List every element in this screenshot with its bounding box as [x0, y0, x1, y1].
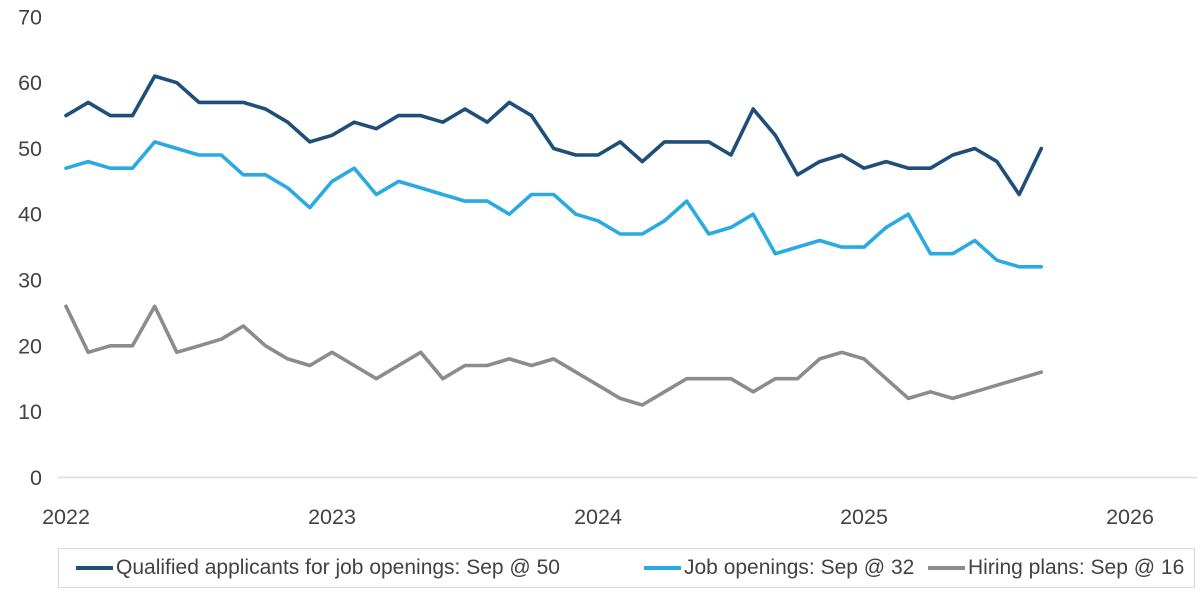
legend-label: Qualified applicants for job openings: S… [116, 556, 560, 579]
legend-label: Job openings: Sep @ 32 [684, 556, 915, 579]
legend-item-qualified-applicants-for-job-openings: Qualified applicants for job openings: S… [76, 549, 560, 587]
y-tick-label: 50 [18, 137, 42, 161]
x-tick-label: 2026 [1106, 505, 1154, 529]
y-tick-label: 70 [18, 5, 42, 29]
x-tick-label: 2022 [42, 505, 90, 529]
legend-line-swatch [928, 566, 965, 570]
x-axis-tick-labels: 2022 2023 2024 2025 2026 [42, 505, 1154, 529]
y-tick-label: 10 [18, 400, 42, 424]
y-tick-label: 20 [18, 334, 42, 358]
series-line-qualified-applicants-for-job-openings [64, 74, 1044, 197]
x-tick-label: 2024 [574, 505, 622, 529]
series-line-hiring-plans [64, 304, 1044, 407]
legend-line-swatch [644, 566, 681, 570]
y-tick-label: 0 [30, 466, 42, 490]
y-axis-tick-labels: 0 10 20 30 40 50 60 70 [18, 5, 42, 489]
legend-line-swatch [76, 566, 113, 570]
x-tick-label: 2025 [840, 505, 888, 529]
legend-item-job-openings: Job openings: Sep @ 32 [644, 549, 914, 587]
legend-label: Hiring plans: Sep @ 16 [968, 556, 1185, 579]
y-tick-label: 30 [18, 269, 42, 293]
data-series-lines [64, 74, 1044, 407]
y-tick-label: 60 [18, 71, 42, 95]
x-tick-label: 2023 [308, 505, 356, 529]
series-line-job-openings [64, 140, 1044, 269]
legend-item-hiring-plans: Hiring plans: Sep @ 16 [928, 549, 1184, 587]
legend: Qualified applicants for job openings: S… [58, 548, 1195, 588]
y-tick-label: 40 [18, 203, 42, 227]
